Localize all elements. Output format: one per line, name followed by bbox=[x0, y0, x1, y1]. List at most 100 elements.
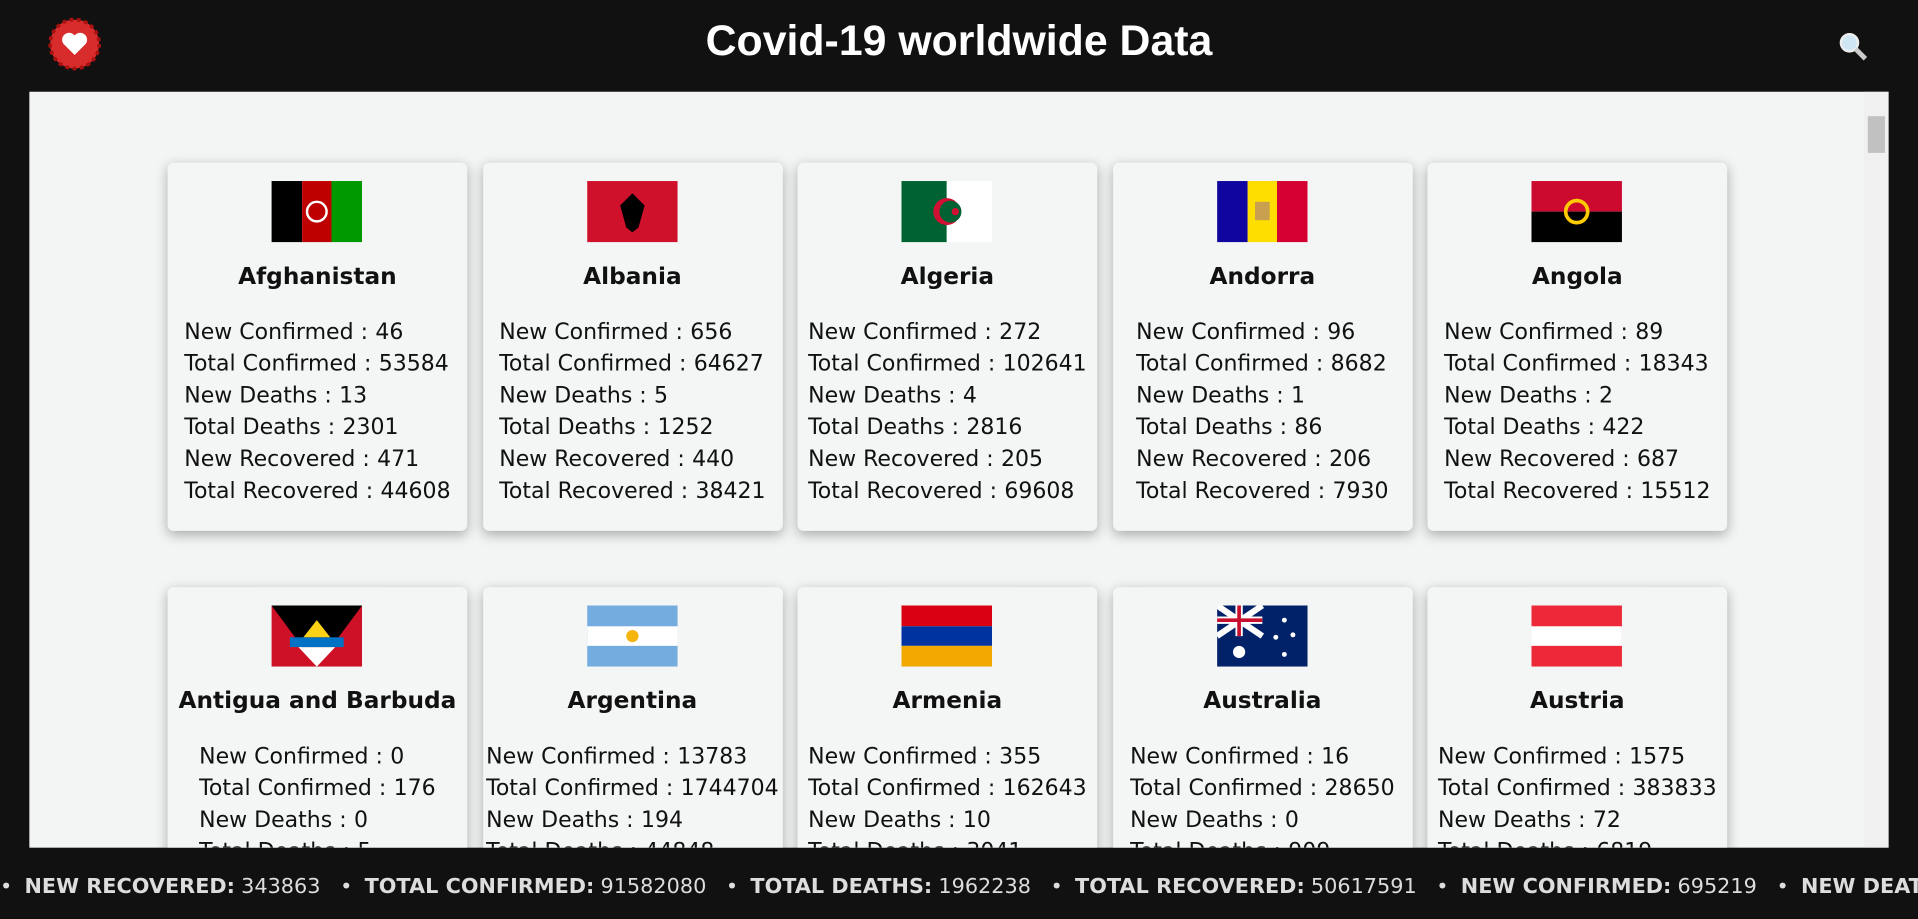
stat-label: New Confirmed : bbox=[1136, 319, 1320, 345]
bullet: • bbox=[1050, 874, 1063, 900]
stat-value: 13 bbox=[339, 383, 368, 409]
stat-row: New Confirmed : 16 bbox=[1130, 741, 1395, 773]
stat-value: 272 bbox=[999, 319, 1042, 345]
country-card[interactable]: Argentina New Confirmed :13783 Total Confi… bbox=[482, 587, 783, 848]
content-panel: Afghanistan New Confirmed :46 Total Confir… bbox=[29, 91, 1889, 848]
stat-value: 44608 bbox=[380, 478, 451, 505]
stat-value: 16 bbox=[1321, 743, 1350, 770]
stat-row: Total Confirmed :8682 bbox=[1136, 349, 1388, 381]
stat-label: New Deaths : bbox=[184, 383, 332, 409]
stats: New Confirmed :272 Total Confirmed :10264… bbox=[798, 317, 1098, 509]
stat-label: Total Deaths : bbox=[1438, 839, 1589, 847]
bullet: • bbox=[1776, 874, 1789, 900]
stat-row: New Deaths :2 bbox=[1444, 381, 1710, 413]
stat-label: New Deaths : bbox=[1444, 383, 1592, 409]
country-name: Antigua and Barbuda bbox=[178, 687, 457, 715]
stat-row: Total Recovered :7930 bbox=[1136, 476, 1388, 508]
stat-row: New Deaths : 13 bbox=[184, 381, 450, 413]
stats-list: New Confirmed :656 Total Confirmed :64627… bbox=[499, 317, 765, 509]
stat-row: Total Deaths : 6819 bbox=[1438, 837, 1717, 847]
stat-row: Total Deaths :1252 bbox=[499, 413, 765, 445]
stat-row: Total Deaths :2301 bbox=[184, 413, 450, 445]
stat-label: Total Confirmed : bbox=[808, 775, 996, 802]
stat-value: 53584 bbox=[378, 351, 449, 377]
stat-value: 2 bbox=[1598, 383, 1613, 409]
stat-value: 909 bbox=[1288, 839, 1330, 847]
ticker-label: TOTAL DEATHS: bbox=[750, 874, 933, 900]
flag bbox=[901, 605, 993, 667]
stat-value: 44848 bbox=[644, 839, 714, 847]
country-name: Angola bbox=[1531, 262, 1623, 290]
scrollbar[interactable] bbox=[1864, 91, 1889, 848]
stat-label: Total Confirmed : bbox=[499, 351, 687, 377]
ticker-item: •NEW DEATHS:1732 bbox=[1776, 875, 1918, 899]
header: Covid-19 worldwide Data bbox=[0, 0, 1918, 92]
ticker-value: 1962238 bbox=[938, 874, 1031, 900]
country-card[interactable]: Australia New Confirmed :16 Total Confirme… bbox=[1112, 587, 1413, 848]
stat-label: Total Recovered : bbox=[1444, 478, 1634, 505]
stat-label: New Confirmed : bbox=[499, 319, 683, 345]
country-card[interactable]: Algeria New Confirmed :272 Total Confirmed… bbox=[797, 162, 1098, 531]
stat-row: Total Deaths : 44848 bbox=[486, 837, 779, 847]
stat-label: Total Deaths : bbox=[1136, 415, 1288, 441]
stat-row: Total Deaths : 909 bbox=[1130, 837, 1395, 847]
ticker-item: • TOTAL DEATHS: 1962238 bbox=[726, 875, 1031, 899]
ticker-item: • NEW CONFIRMED: 695219 bbox=[1436, 875, 1757, 899]
stats-list: New Confirmed :96 Total Confirmed :8682 Ne… bbox=[1136, 317, 1388, 509]
bullet: • bbox=[340, 874, 353, 900]
country-name: Armenia bbox=[892, 687, 1003, 715]
stat-row: New Deaths :4 bbox=[808, 381, 1087, 413]
logo[interactable] bbox=[46, 16, 102, 72]
country-card[interactable]: Albania New Confirmed :656 Total Confirmed… bbox=[482, 162, 783, 531]
ticker-value: 91582080 bbox=[600, 874, 707, 900]
stat-label: Total Confirmed : bbox=[1130, 775, 1318, 802]
ticker-label: NEW DEATHS: bbox=[1800, 874, 1918, 900]
ticker-value: 695219 bbox=[1677, 874, 1757, 900]
stat-label: New Confirmed : bbox=[808, 743, 992, 770]
country-card[interactable]: Angola New Confirmed :89 Total Confirmed :… bbox=[1427, 162, 1728, 531]
stat-label: Total Confirmed : bbox=[1438, 775, 1626, 802]
stat-row: Total Confirmed :1744704 bbox=[486, 773, 779, 805]
stat-value: 7930 bbox=[1332, 478, 1389, 505]
stat-value: 471 bbox=[377, 446, 420, 473]
stat-row: New Recovered : 440 bbox=[499, 444, 765, 476]
stat-value: 18343 bbox=[1638, 351, 1709, 377]
scroll-thumb[interactable] bbox=[1867, 116, 1885, 153]
stat-value: 687 bbox=[1637, 446, 1680, 473]
stat-row: New Deaths :0 bbox=[199, 805, 436, 837]
stat-label: Total Confirmed : bbox=[1444, 351, 1632, 377]
country-card[interactable]: Andorra New Confirmed :96 Total Confirmed … bbox=[1112, 162, 1413, 531]
flag bbox=[1531, 605, 1622, 667]
stat-row: New Recovered : 471 bbox=[184, 444, 450, 476]
stat-label: Total Confirmed : bbox=[1136, 351, 1324, 377]
stat-value: 383833 bbox=[1632, 775, 1717, 802]
country-card[interactable]: Antigua and Barbuda New Confirmed :0 Total… bbox=[167, 587, 468, 848]
country-card[interactable]: Afghanistan New Confirmed :46 Total Confir… bbox=[167, 162, 468, 531]
stat-value: 89 bbox=[1635, 319, 1664, 345]
stat-row: Total Deaths :86 bbox=[1136, 413, 1388, 445]
stat-row: New Confirmed : 656 bbox=[499, 317, 765, 349]
flag bbox=[271, 605, 363, 667]
stat-row: Total Confirmed :176 bbox=[199, 773, 436, 805]
stat-value: 422 bbox=[1602, 415, 1645, 441]
stat-value: 1575 bbox=[1629, 743, 1686, 770]
stat-label: New Deaths : bbox=[808, 383, 956, 409]
country-card[interactable]: Armenia New Confirmed :355 Total Confirmed… bbox=[797, 587, 1098, 848]
stats-list: New Confirmed :1575 Total Confirmed :3838… bbox=[1438, 741, 1717, 848]
stat-value: 2816 bbox=[966, 415, 1023, 441]
stat-label: Total Recovered : bbox=[499, 478, 689, 505]
stat-row: New Confirmed : 46 bbox=[184, 317, 450, 349]
stats: New Confirmed :355 Total Confirmed :16264… bbox=[798, 741, 1098, 848]
country-card[interactable]: Austria New Confirmed :1575 Total Confirme… bbox=[1427, 587, 1728, 848]
stat-row: New Recovered :205 bbox=[808, 444, 1087, 476]
country-name: Albania bbox=[583, 262, 682, 290]
stat-row: New Recovered : 687 bbox=[1444, 444, 1710, 476]
flag bbox=[271, 181, 363, 243]
flag bbox=[901, 181, 993, 243]
stat-label: New Confirmed : bbox=[184, 319, 368, 345]
stat-value: 1744704 bbox=[680, 775, 779, 802]
stat-row: New Deaths :194 bbox=[486, 805, 779, 837]
search-icon[interactable] bbox=[1837, 31, 1869, 63]
stat-row: New Recovered : 206 bbox=[1136, 444, 1388, 476]
stat-row: Total Deaths :422 bbox=[1444, 413, 1710, 445]
